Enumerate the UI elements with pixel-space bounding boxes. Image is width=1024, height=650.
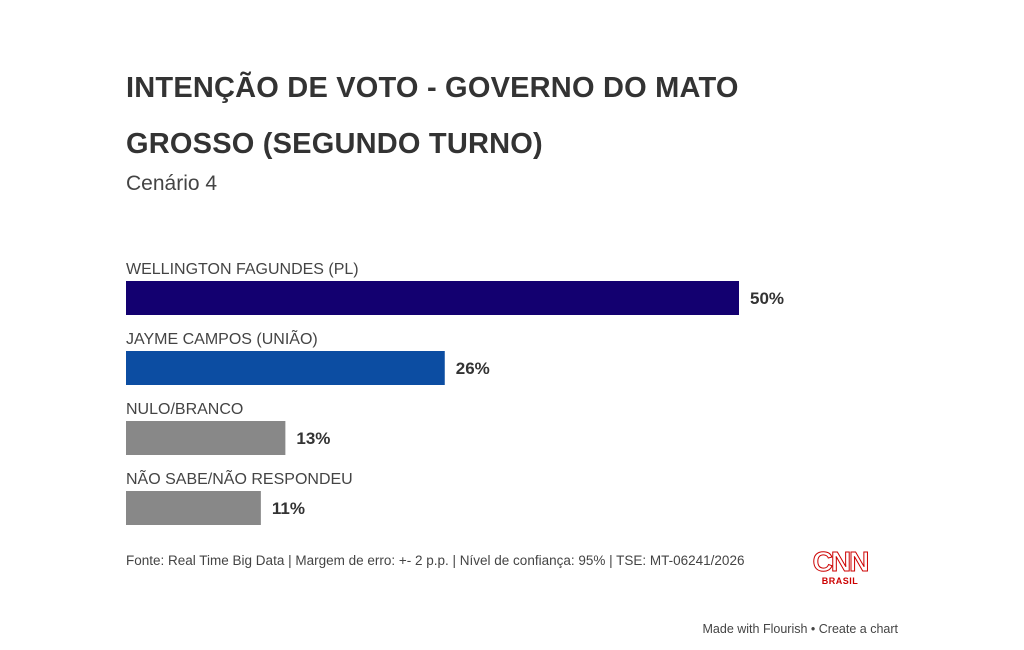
logo-subtext: BRASIL <box>821 576 859 586</box>
value-label: 50% <box>750 289 784 308</box>
chart-title: INTENÇÃO DE VOTO - GOVERNO DO MATO GROSS… <box>126 72 739 160</box>
value-label: 11% <box>272 499 305 518</box>
category-label: JAYME CAMPOS (UNIÃO) <box>126 328 318 348</box>
value-label: 26% <box>456 359 490 378</box>
category-label: NÃO SABE/NÃO RESPONDEU <box>126 468 353 488</box>
cnn-brasil-logo: CNN BRASIL <box>810 546 870 586</box>
category-label: WELLINGTON FAGUNDES (PL) <box>126 261 359 278</box>
bar[interactable] <box>126 421 286 455</box>
bar[interactable] <box>126 491 261 525</box>
credit-separator: • <box>810 622 816 636</box>
value-label: 13% <box>296 429 330 448</box>
bar[interactable] <box>126 281 739 315</box>
flourish-credit: Made with Flourish • Create a chart <box>703 622 898 636</box>
source-note: Fonte: Real Time Big Data | Margem de er… <box>126 553 745 568</box>
create-chart-link[interactable]: Create a chart <box>818 622 898 636</box>
chart-subtitle: Cenário 4 <box>126 172 218 195</box>
made-with-flourish-link[interactable]: Made with Flourish <box>702 622 808 636</box>
bar[interactable] <box>126 351 445 385</box>
logo-text: CNN <box>812 546 870 577</box>
category-label: NULO/BRANCO <box>126 401 243 418</box>
